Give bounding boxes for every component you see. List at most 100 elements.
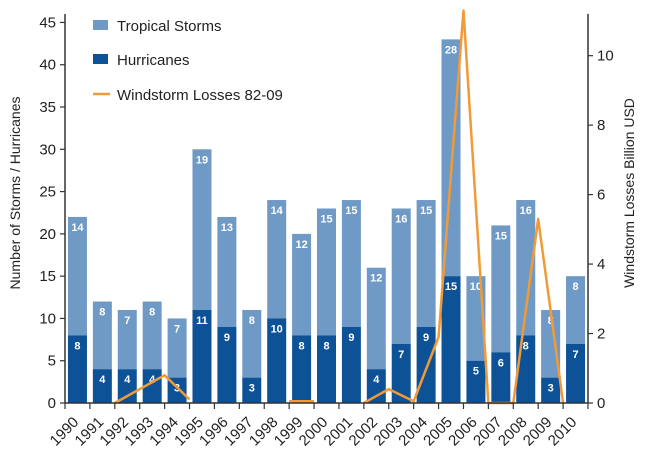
bar-tropical-storms <box>242 309 262 378</box>
y-tick-label-right: 8 <box>597 117 605 134</box>
bar-tropical-storms <box>541 309 561 378</box>
bar-label-tropical-storms: 16 <box>520 205 532 217</box>
bar-hurricanes <box>441 276 461 403</box>
bar-hurricanes <box>292 335 312 403</box>
bar-hurricanes <box>491 352 511 403</box>
y-tick-label-left: 45 <box>39 14 56 31</box>
bar-tropical-storms <box>167 318 187 378</box>
bar-hurricanes <box>317 335 336 403</box>
y-tick-label-right: 6 <box>597 187 605 204</box>
legend-label-hurricanes: Hurricanes <box>117 52 190 69</box>
bar-label-hurricanes: 9 <box>224 332 230 344</box>
bar-hurricanes <box>267 318 287 403</box>
bar-hurricanes <box>192 309 212 403</box>
bar-label-tropical-storms: 14 <box>271 205 284 217</box>
bar-tropical-storms <box>192 149 212 310</box>
bar-hurricanes <box>242 377 262 403</box>
bar-label-hurricanes: 6 <box>498 357 504 369</box>
bar-label-tropical-storms: 12 <box>370 273 382 285</box>
bar-hurricanes <box>92 369 112 403</box>
legend-label-tropical-storms: Tropical Storms <box>117 18 221 35</box>
y-tick-label-left: 0 <box>48 395 56 412</box>
bar-label-hurricanes: 7 <box>572 349 578 361</box>
bar-tropical-storms <box>292 233 312 336</box>
bar-label-tropical-storms: 7 <box>174 323 180 335</box>
bar-label-tropical-storms: 8 <box>572 281 578 293</box>
bar-hurricanes <box>541 377 561 403</box>
line-layer <box>114 9 565 405</box>
y-tick-label-left: 40 <box>39 57 56 74</box>
bar-label-hurricanes: 9 <box>348 332 354 344</box>
bar-tropical-storms <box>391 208 411 344</box>
bar-label-tropical-storms: 15 <box>495 230 507 242</box>
y-tick-label-left: 30 <box>39 141 56 158</box>
legend: Tropical Storms Hurricanes Windstorm Losse… <box>93 18 283 104</box>
bar-tropical-storms <box>516 200 536 336</box>
y-tick-label-left: 15 <box>39 268 56 285</box>
bar-label-hurricanes: 10 <box>271 323 283 335</box>
y-tick-label-left: 25 <box>39 184 56 201</box>
bar-label-tropical-storms: 8 <box>548 315 554 327</box>
bar-label-hurricanes: 4 <box>99 374 106 386</box>
y-tick-label-left: 5 <box>48 353 56 370</box>
bar-tropical-storms <box>566 276 586 344</box>
bar-label-tropical-storms: 8 <box>99 307 105 319</box>
y-tick-label-right: 0 <box>597 395 605 412</box>
bar-label-hurricanes: 11 <box>196 315 208 327</box>
bar-label-hurricanes: 15 <box>445 281 457 293</box>
y-tick-label-right: 2 <box>597 326 605 343</box>
bar-label-hurricanes: 7 <box>398 349 404 361</box>
bar-label-tropical-storms: 16 <box>395 214 407 226</box>
legend-swatch-hurricanes <box>93 54 108 64</box>
line-windstorm-losses <box>114 373 191 405</box>
x-tick-label: 2010 <box>545 414 581 450</box>
bar-tropical-storms <box>92 301 112 370</box>
bar-label-hurricanes: 4 <box>373 374 380 386</box>
bar-hurricanes <box>67 335 87 403</box>
y-tick-label-left: 20 <box>39 226 56 243</box>
y-tick-label-left: 10 <box>39 310 56 327</box>
bar-tropical-storms <box>117 309 137 370</box>
bar-tropical-storms <box>267 200 287 319</box>
bar-label-tropical-storms: 15 <box>420 205 432 217</box>
bar-label-hurricanes: 9 <box>423 332 429 344</box>
bar-label-tropical-storms: 13 <box>221 222 233 234</box>
bar-label-tropical-storms: 15 <box>345 205 357 217</box>
bar-tropical-storms <box>341 200 361 327</box>
bar-label-hurricanes: 3 <box>548 383 554 395</box>
bar-label-tropical-storms: 28 <box>445 44 457 56</box>
bar-label-hurricanes: 5 <box>473 366 479 378</box>
bar-label-tropical-storms: 19 <box>196 154 208 166</box>
bar-label-hurricanes: 4 <box>124 374 131 386</box>
legend-label-windstorm-losses-82-09: Windstorm Losses 82-09 <box>117 87 283 104</box>
bar-hurricanes <box>466 360 486 403</box>
bar-hurricanes <box>391 343 411 403</box>
bar-hurricanes <box>217 326 237 403</box>
bar-hurricanes <box>142 369 162 403</box>
legend-swatch-tropical-storms <box>93 20 108 30</box>
bar-tropical-storms <box>366 267 386 370</box>
bar-tropical-storms <box>491 225 511 353</box>
bar-label-hurricanes: 3 <box>249 383 255 395</box>
bar-tropical-storms <box>142 301 162 370</box>
bar-label-tropical-storms: 10 <box>470 281 482 293</box>
bar-tropical-storms <box>217 216 237 327</box>
y-tick-label-right: 10 <box>597 48 614 65</box>
bar-label-hurricanes: 4 <box>149 374 156 386</box>
bar-label-tropical-storms: 8 <box>249 315 255 327</box>
bar-tropical-storms <box>317 208 336 336</box>
y-tick-label-right: 4 <box>597 256 605 273</box>
line-windstorm-losses <box>363 9 565 405</box>
bar-tropical-storms <box>416 200 436 327</box>
bar-tropical-storms <box>67 216 87 336</box>
bar-hurricanes <box>341 326 361 403</box>
y-axis-title-right: Windstorm Losses Billion USD <box>621 98 637 288</box>
bar-label-hurricanes: 8 <box>299 340 305 352</box>
bar-label-hurricanes: 8 <box>523 340 529 352</box>
bar-label-tropical-storms: 12 <box>295 239 307 251</box>
bar-label-tropical-storms: 15 <box>320 214 332 226</box>
bar-label-hurricanes: 8 <box>74 340 80 352</box>
bar-hurricanes <box>566 343 586 403</box>
y-axis-title-left: Number of Storms / Hurricanes <box>7 97 23 290</box>
